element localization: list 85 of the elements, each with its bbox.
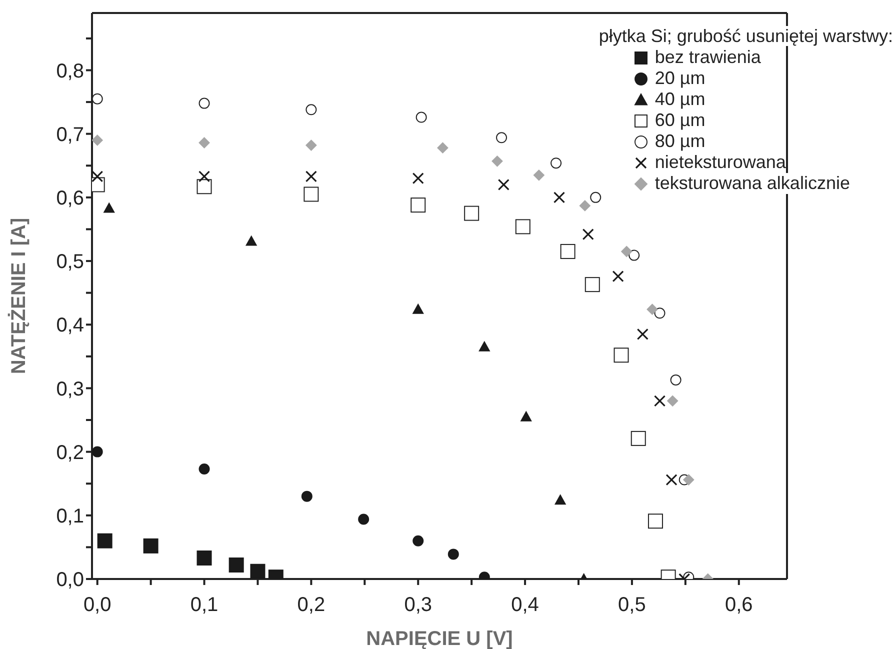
point <box>646 304 658 315</box>
y-tick-label: 0,3 <box>56 378 84 400</box>
y-tick-label: 0,2 <box>56 442 84 464</box>
y-tick-label: 0,7 <box>56 124 84 146</box>
x-tick-label: 0,0 <box>83 594 112 616</box>
point <box>196 179 212 194</box>
point <box>520 411 532 422</box>
point <box>498 178 510 191</box>
point <box>250 564 266 579</box>
point <box>410 198 426 213</box>
point <box>416 112 427 123</box>
point <box>464 206 480 221</box>
y-tick-label: 0,5 <box>56 251 84 274</box>
point <box>670 374 682 386</box>
x-tick-label: 0,1 <box>190 594 218 616</box>
x-tick-label: 0,6 <box>724 594 753 616</box>
point <box>584 277 600 292</box>
point <box>92 446 103 458</box>
point <box>92 134 103 146</box>
point <box>196 550 212 566</box>
point <box>412 172 424 184</box>
point <box>654 395 666 407</box>
x-axis-title: NAPIĘCIE U [V] <box>366 628 513 649</box>
point <box>590 192 602 203</box>
point <box>97 533 112 548</box>
y-tick-label: 0,8 <box>56 60 84 82</box>
y-tick-label: 0,0 <box>56 569 84 592</box>
point <box>553 192 566 204</box>
legend-label: 60 µm <box>654 110 706 131</box>
point <box>198 98 210 109</box>
point <box>614 348 629 363</box>
point <box>198 137 210 148</box>
point <box>246 236 257 246</box>
point <box>666 474 678 486</box>
point <box>621 246 632 257</box>
point <box>437 142 448 154</box>
point <box>654 308 666 319</box>
point <box>628 250 640 261</box>
point <box>104 202 115 213</box>
point <box>306 140 317 151</box>
x-tick-label: 0,2 <box>297 594 326 616</box>
point <box>412 535 424 546</box>
point <box>554 494 566 505</box>
point <box>143 538 158 554</box>
point <box>630 430 646 446</box>
point <box>305 170 317 182</box>
x-tick-label: 0,5 <box>618 594 646 616</box>
y-tick-label: 0,1 <box>56 506 84 528</box>
legend-label: bez trawienia <box>654 47 761 68</box>
legend-label: nieteksturowana <box>654 152 786 173</box>
point <box>358 514 370 525</box>
legend-label: 40 µm <box>654 89 706 110</box>
legend-title: płytka Si; grubość usuniętej warstwy: <box>598 26 893 46</box>
point <box>492 156 503 167</box>
legend-label: teksturowana alkalicznie <box>654 173 850 194</box>
point <box>478 341 490 352</box>
point <box>683 474 694 486</box>
point <box>228 558 244 573</box>
point <box>648 514 663 529</box>
point <box>515 219 530 234</box>
y-axis-title: NATĘŻENIE I [A] <box>7 218 30 374</box>
point <box>198 463 210 474</box>
point <box>92 93 103 104</box>
legend-label: 80 µm <box>654 131 706 152</box>
point <box>636 328 648 340</box>
point <box>550 158 562 169</box>
point <box>301 490 312 502</box>
point <box>582 228 594 240</box>
point <box>198 170 210 182</box>
point <box>560 244 576 259</box>
x-tick-label: 0,3 <box>404 594 432 616</box>
y-tick-label: 0,4 <box>56 314 84 337</box>
x-tick-label: 0,4 <box>511 594 539 616</box>
point <box>612 270 624 282</box>
legend-label: 20 µm <box>654 68 706 89</box>
point <box>448 548 459 560</box>
point <box>306 104 317 116</box>
point <box>304 186 319 202</box>
y-tick-label: 0,6 <box>56 188 84 210</box>
point <box>533 170 544 181</box>
point <box>496 132 508 144</box>
point <box>412 304 424 314</box>
point <box>579 200 590 212</box>
point <box>92 170 104 182</box>
point <box>667 395 678 406</box>
